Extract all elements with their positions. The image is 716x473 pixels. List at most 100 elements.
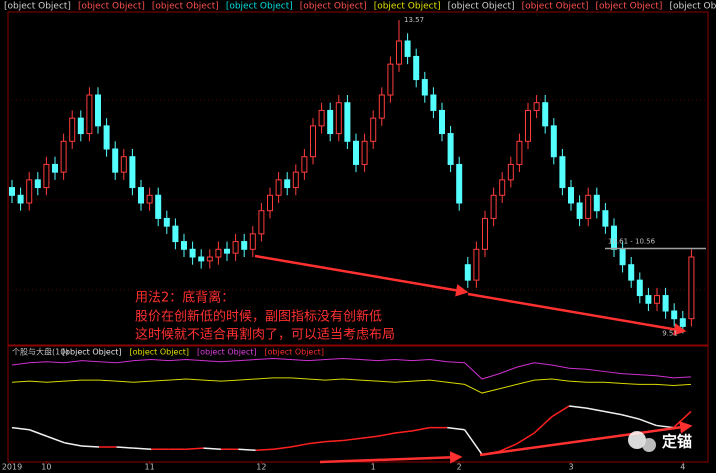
candle-body [456, 163, 463, 204]
line-segment [499, 443, 518, 453]
line-segment [603, 410, 622, 416]
x-tick-label: 4 [680, 463, 685, 472]
x-tick-label: 2019 [2, 463, 22, 472]
x-tick-label: 3 [568, 463, 573, 472]
candle-body [585, 194, 592, 219]
x-tick-label: 2 [457, 463, 462, 472]
line-segment [533, 416, 553, 434]
candle-body [619, 248, 626, 266]
candle-body [26, 179, 33, 204]
candle-body [43, 163, 50, 189]
line-segment [673, 410, 692, 429]
candle-body [267, 194, 273, 212]
candle-body [439, 109, 445, 135]
candle-body [206, 256, 213, 262]
candle-body [559, 156, 566, 189]
line-segment [412, 426, 430, 432]
candle-body [516, 140, 523, 165]
candle-body [679, 318, 686, 327]
candle-body [654, 295, 660, 304]
line-segment [116, 446, 134, 449]
annotation-line: 这时候就不适合再割肉了，可以适当考虑布局 [135, 327, 395, 343]
candle-body [181, 241, 187, 250]
candle-body [17, 194, 24, 204]
candle-body [103, 125, 110, 150]
line-segment [325, 439, 343, 443]
divergence-arrows [254, 254, 693, 464]
candle-body [284, 179, 291, 189]
line-segment [586, 407, 605, 413]
candle-body [232, 241, 239, 254]
line-segment [290, 443, 309, 448]
candle-body [249, 233, 256, 250]
candle-body [507, 163, 514, 181]
candle-body [490, 194, 497, 219]
line-segment [621, 413, 639, 420]
candle-body [361, 140, 368, 165]
line-segment [46, 435, 65, 444]
watermark-logo: 定锚 [628, 431, 692, 452]
line-segment [29, 429, 48, 437]
candle-body [86, 94, 93, 135]
header-item: [object Object] [669, 2, 716, 12]
candle-body [421, 79, 428, 96]
candle-body [353, 140, 359, 165]
line-segment [656, 424, 674, 429]
line-segment [342, 437, 361, 442]
sub-title: 个股与大盘(10) [12, 347, 68, 357]
arrow [467, 292, 687, 336]
x-tick-label: 11 [145, 463, 155, 472]
header-item: [object Object] [522, 2, 589, 12]
candle-body [52, 163, 58, 173]
candle-body [318, 109, 325, 127]
candle-body [688, 256, 695, 320]
line-segment [551, 405, 570, 418]
candle-body [258, 210, 265, 235]
candle-body [576, 202, 583, 219]
x-tick-label: 10 [41, 463, 51, 472]
candle-body [198, 256, 205, 262]
candle-body [215, 248, 222, 258]
candle-body [404, 40, 411, 57]
candle-body [636, 279, 643, 297]
candle-body [387, 63, 394, 96]
line-segment [638, 418, 657, 427]
logo-icon [642, 438, 656, 452]
candle-body [662, 295, 669, 312]
candle-body [370, 117, 377, 142]
candle-body [275, 179, 282, 196]
candle-body [9, 187, 15, 196]
candle-body [378, 94, 385, 119]
legend-item: [object Object] [265, 348, 325, 357]
low-label: 9.51 [662, 329, 678, 337]
candle-body [95, 94, 101, 127]
candle-body [413, 55, 420, 81]
line-segment [377, 432, 396, 437]
price-line-label: 10.61 - 10.56 [608, 238, 656, 246]
main-panel-frame [7, 11, 709, 346]
line-segment [307, 440, 326, 445]
candle-body [69, 117, 76, 142]
candle-body [525, 109, 531, 142]
legend-item: [object Object] [130, 348, 190, 357]
candle-body [112, 148, 119, 173]
line-segment [255, 448, 274, 452]
candle-body [344, 102, 351, 142]
line-series [11, 357, 692, 380]
x-tick-label: 1 [371, 463, 376, 472]
logo-icon [628, 431, 646, 449]
candle-body [224, 248, 230, 254]
candle-body [482, 217, 488, 250]
candle-body [155, 194, 162, 219]
header-item: [object Object] [78, 2, 145, 12]
line-segment [447, 426, 465, 431]
line-segment [394, 430, 413, 434]
arrow [319, 451, 463, 464]
candle-body [568, 187, 574, 204]
candle-body [611, 225, 617, 250]
header-item: [object Object] [300, 2, 367, 12]
line-segment [273, 446, 291, 450]
candle-body [172, 225, 179, 243]
